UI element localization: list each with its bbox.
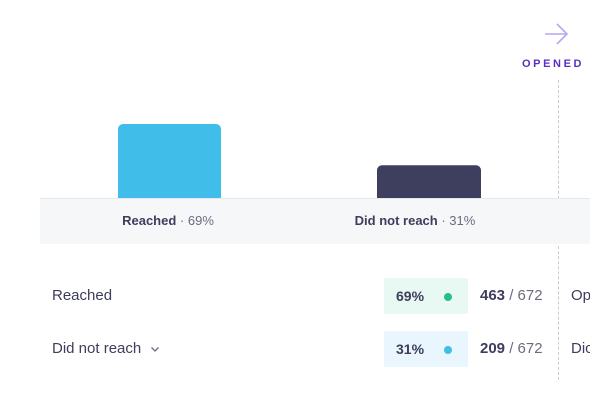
status-dot [444,346,452,354]
percentage-pill: 69% [384,278,468,314]
arrow-right-icon [545,23,569,45]
bar-chart [40,90,590,244]
row-name: Reached [52,287,113,304]
row-reached[interactable]: Reached 69% 463 / 672 Op [0,278,590,314]
row-did-not-reach[interactable]: Did not reach 31% 209 / 672 Dic [0,331,590,367]
chart-category-labels: Reached · 69% Did not reach · 31% [40,199,590,244]
count: 209 / 672 [480,340,543,357]
bar-reached[interactable] [118,124,221,199]
status-dot [444,293,452,301]
bar-did-not-reach[interactable] [377,165,481,199]
stage-label: OPENED [522,58,585,70]
row-name[interactable]: Did not reach [52,340,160,357]
bar-label-did-not-reach: Did not reach · 31% [354,213,476,228]
bar-label-reached: Reached · 69% [122,213,214,228]
next-stage-cell: Op [571,287,590,304]
next-stage-cell: Dic [571,340,590,357]
pill-percentage: 31% [396,341,425,357]
pill-percentage: 69% [396,288,425,304]
count: 463 / 672 [480,287,543,304]
percentage-pill: 31% [384,331,468,367]
chevron-down-icon[interactable] [150,344,160,354]
